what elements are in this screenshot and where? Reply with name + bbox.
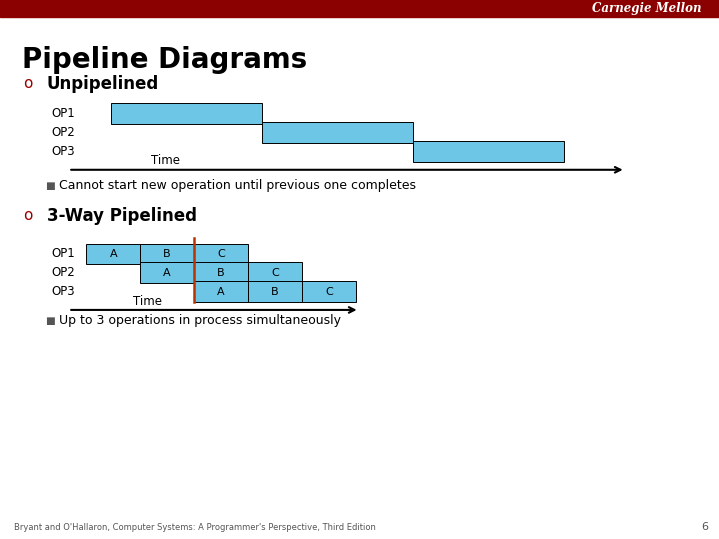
Text: Pipeline Diagrams: Pipeline Diagrams [22,46,307,74]
Bar [0,0,719,17]
Bar [262,122,413,143]
Text: B: B [271,287,279,296]
Text: C: C [325,287,333,296]
Text: OP2: OP2 [52,126,75,139]
Text: ■: ■ [45,316,55,326]
Text: 3-Way Pipelined: 3-Way Pipelined [47,206,197,225]
Text: OP1: OP1 [52,247,75,260]
Bar [302,281,356,302]
Text: Time: Time [133,295,162,308]
Bar [140,244,194,264]
Text: Unpipelined: Unpipelined [47,74,159,93]
Bar [248,262,302,283]
Bar [194,262,248,283]
Bar [248,281,302,302]
Text: OP1: OP1 [52,107,75,120]
Text: Bryant and O'Hallaron, Computer Systems: A Programmer's Perspective, Third Editi: Bryant and O'Hallaron, Computer Systems:… [14,523,376,531]
Text: Time: Time [151,154,180,167]
Text: o: o [23,76,32,91]
Text: Up to 3 operations in process simultaneously: Up to 3 operations in process simultaneo… [59,314,341,327]
Text: o: o [23,208,32,223]
Bar [413,141,564,162]
Text: B: B [217,268,225,278]
Text: 6: 6 [701,522,708,532]
Text: Carnegie Mellon: Carnegie Mellon [592,2,701,15]
Text: A: A [217,287,225,296]
Text: Cannot start new operation until previous one completes: Cannot start new operation until previou… [59,179,416,192]
Bar [86,244,140,264]
Text: ■: ■ [45,181,55,191]
Text: OP3: OP3 [52,285,75,298]
Text: C: C [271,268,279,278]
Bar [140,262,194,283]
Text: B: B [163,249,171,259]
Bar [194,244,248,264]
Bar [194,281,248,302]
Text: C: C [217,249,225,259]
Text: OP2: OP2 [52,266,75,279]
Text: OP3: OP3 [52,145,75,158]
Text: A: A [109,249,117,259]
Text: A: A [163,268,171,278]
Bar [111,103,262,124]
